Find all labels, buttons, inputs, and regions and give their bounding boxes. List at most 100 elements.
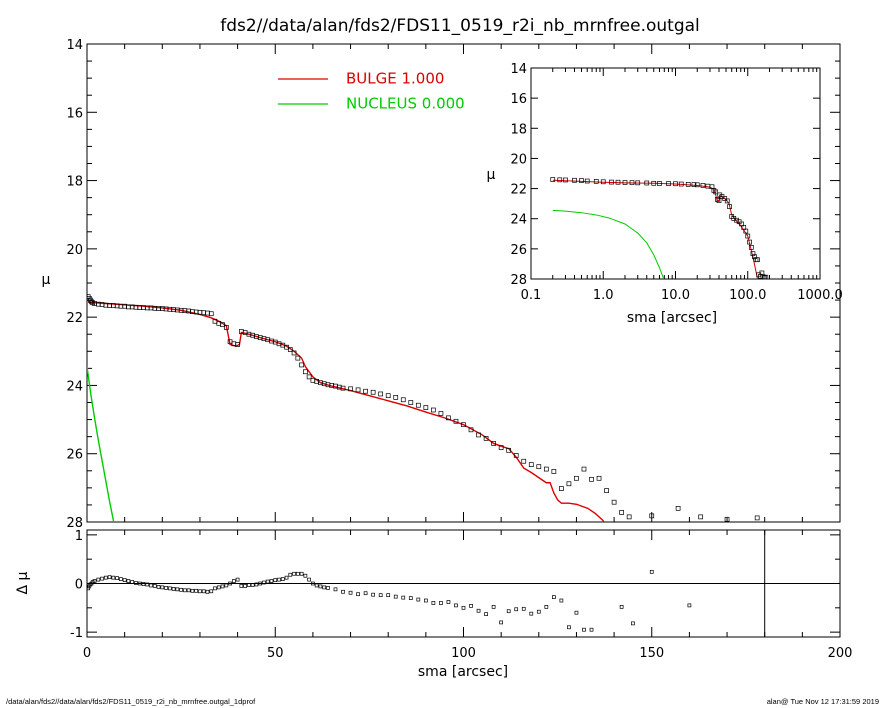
residual-data-point [322, 585, 327, 590]
residual-data-point [145, 582, 150, 587]
residual-data-point [631, 621, 635, 626]
residual-data-point [141, 582, 146, 586]
inset-y-tick-label: 28 [510, 273, 527, 288]
residual-data-point [273, 578, 278, 582]
main-data-point [220, 322, 225, 327]
residual-data-point [393, 594, 398, 599]
inset-log-panel: 14 16 18 20 22 24 26 28 0.1 1.0 10.0 100.0 1000.0 s… [487, 62, 843, 326]
residual-data-point [552, 595, 556, 599]
residual-data-point [164, 586, 168, 590]
main-data-point [506, 447, 512, 453]
residual-data-point [326, 586, 330, 590]
inset-plot-frame [530, 67, 821, 280]
main-data-point [468, 427, 474, 433]
main-y-tick-label: 22 [66, 311, 83, 326]
residual-data-point [371, 592, 375, 597]
main-data-point [299, 362, 304, 368]
residual-data-point [205, 589, 210, 594]
residual-data-point [356, 592, 360, 597]
inset-data-point [743, 228, 749, 234]
main-data-point [370, 389, 376, 395]
residual-data-point [280, 577, 285, 581]
residual-data-point [235, 577, 240, 582]
main-axis-ticks [86, 43, 841, 523]
main-y-tick-label: 20 [66, 243, 83, 258]
residual-data-point [247, 583, 251, 587]
residual-x-axis-label: sma [arcsec] [418, 664, 508, 680]
inset-data-point [657, 181, 662, 186]
chart-title: fds2//data/alan/fds2/FDS11_0519_r2i_nb_m… [220, 16, 700, 36]
residual-data-point [529, 611, 534, 616]
residual-data-point [499, 620, 503, 625]
main-data-point [724, 516, 730, 522]
inset-axis-ticks [530, 67, 821, 280]
main-data-point [446, 415, 451, 421]
inset-y-tick-label: 24 [510, 213, 527, 228]
main-data-point [528, 462, 534, 467]
residual-data-point [378, 593, 383, 598]
residual-data-point [292, 571, 296, 576]
main-data-point [355, 387, 361, 393]
main-profile-panel: 14 16 18 20 22 24 26 28 μ BULGE 1.000 NUCLEUS 0… [42, 38, 841, 531]
residual-data-point [231, 579, 236, 583]
residual-data-point [137, 581, 142, 586]
main-data-point [611, 499, 617, 505]
residual-data-point [152, 584, 157, 588]
residual-panel: -101 0 50 100 150 200 sma [arcsec] Δ μ [15, 529, 852, 680]
inset-data-point [694, 182, 700, 188]
residual-data-point [254, 582, 259, 587]
main-data-point [208, 311, 214, 317]
residual-data-point [446, 600, 451, 604]
inset-data-point [691, 182, 697, 187]
inset-data-point [563, 177, 568, 183]
residual-data-point [220, 584, 225, 589]
inset-data-point [644, 180, 650, 186]
residual-data-point [134, 581, 138, 585]
main-data-point [551, 469, 557, 474]
residual-data-point [209, 589, 214, 594]
residual-data-point [299, 571, 304, 576]
residual-data-point [295, 571, 300, 576]
inset-data-point [622, 180, 628, 185]
residual-axis-ticks [86, 530, 841, 637]
inset-data-point [724, 198, 730, 204]
footer-file-path: /data/alan/fds2//data/alan/fds2/FDS11_05… [6, 697, 256, 706]
residual-clipped-series [87, 569, 692, 632]
residual-x-tick-label: 150 [639, 646, 664, 661]
residual-data-point [439, 601, 443, 605]
main-data-point [235, 342, 240, 347]
main-data-point [513, 453, 519, 458]
main-data-point [754, 515, 760, 521]
residual-data-point [514, 607, 519, 612]
main-y-tick-label: 16 [66, 106, 83, 121]
residual-data-point [265, 579, 270, 584]
residual-data-point [126, 579, 131, 583]
residual-data-point [87, 584, 92, 589]
residual-y-axis-label: Δ μ [15, 571, 31, 594]
residual-data-point [90, 580, 95, 584]
main-data-point [431, 407, 436, 413]
residual-data-point [269, 579, 274, 583]
inset-data-point [615, 179, 621, 185]
residual-data-point [521, 606, 526, 611]
inset-y-tick-label: 20 [510, 152, 527, 167]
main-y-tick-label: 18 [66, 175, 83, 190]
inset-data-point [666, 181, 671, 186]
residual-data-point [239, 584, 244, 588]
residual-x-tick-labels: 0 50 100 150 200 [83, 646, 853, 661]
main-nucleus-line [87, 366, 115, 522]
inset-data-point [715, 197, 720, 202]
residual-data-point [307, 577, 311, 582]
inset-data-point [713, 189, 719, 195]
main-data-point [589, 476, 594, 482]
main-data-point [438, 411, 444, 416]
main-y-tick-label: 14 [66, 38, 83, 53]
residual-data-point [228, 581, 232, 586]
main-data-point [675, 505, 681, 511]
main-legend: BULGE 1.000 NUCLEUS 0.000 [278, 70, 465, 113]
residual-data-point [201, 589, 206, 594]
residual-data-point [333, 587, 338, 592]
residual-data-point [424, 598, 428, 603]
residual-data-point [469, 604, 473, 608]
